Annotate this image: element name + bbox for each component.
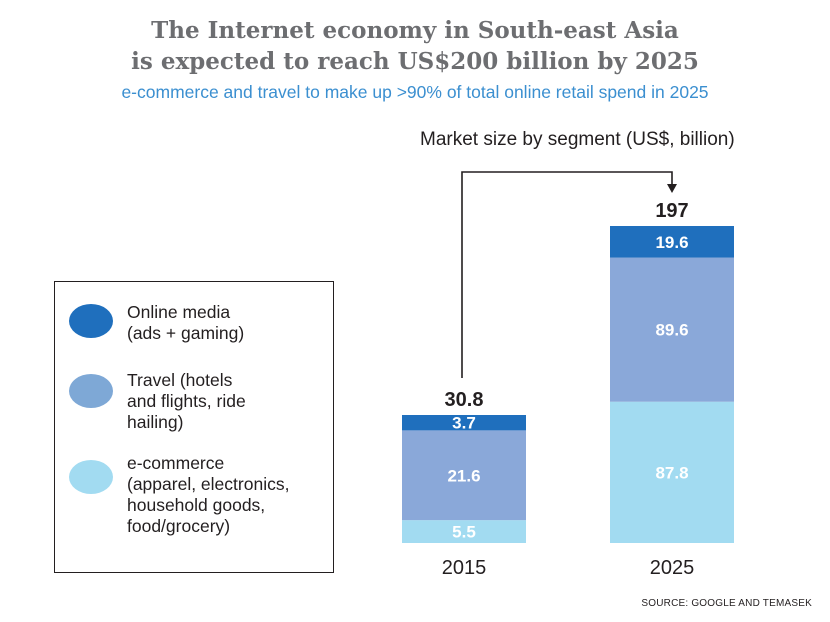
bar-2015-series-1 [402, 430, 526, 521]
growth-arrow-head [667, 184, 677, 193]
total-label-2025: 197 [655, 200, 688, 222]
chart-title-line-1: The Internet economy in South-east Asia [151, 17, 679, 44]
legend-label-online-media: Online media (ads + gaming) [127, 302, 245, 343]
chart-subtitle: e-commerce and travel to make up >90% of… [121, 82, 709, 102]
data-label-2025-series-1: 89.6 [655, 321, 688, 340]
bar-2015-series-2 [402, 415, 526, 431]
total-label-2015: 30.8 [445, 389, 484, 411]
legend-swatch-online-media [69, 304, 113, 338]
category-label-2015: 2015 [442, 557, 487, 579]
legend-label-ecommerce: e-commerce (apparel, electronics, househ… [127, 453, 290, 536]
legend-swatch-travel [69, 374, 113, 408]
source-note: SOURCE: GOOGLE AND TEMASEK [641, 598, 812, 609]
bar-2015-series-0 [402, 520, 526, 543]
bar-2025-series-0 [610, 401, 734, 543]
data-label-2015-series-1: 21.6 [447, 466, 480, 485]
growth-arrow-line [461, 171, 673, 378]
legend-swatch-ecommerce [69, 460, 113, 494]
chart-title-line-2: is expected to reach US$200 billion by 2… [131, 48, 699, 75]
bar-2025-series-2 [610, 226, 734, 258]
legend-label-travel: Travel (hotels and flights, ride hailing… [127, 370, 246, 432]
legend: Online media (ads + gaming) Travel (hote… [54, 281, 334, 573]
data-label-2015-series-0: 5.5 [452, 523, 476, 542]
data-label-2025-series-2: 19.6 [655, 233, 688, 252]
segment-title: Market size by segment (US$, billion) [420, 129, 735, 150]
data-label-2025-series-0: 87.8 [655, 463, 688, 482]
data-label-2015-series-2: 3.7 [452, 414, 476, 433]
bar-2025-series-1 [610, 257, 734, 402]
category-label-2025: 2025 [650, 557, 695, 579]
